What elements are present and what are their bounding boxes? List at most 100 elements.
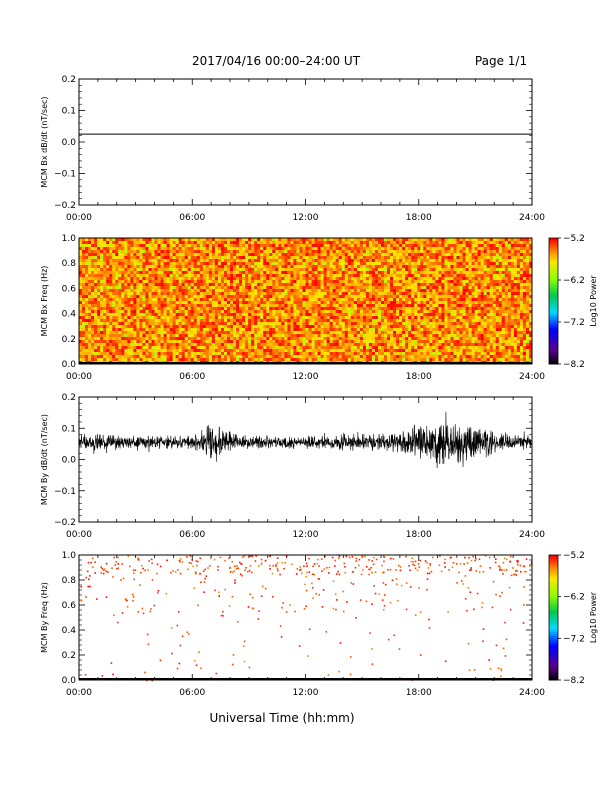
heatmap-cell: [269, 244, 273, 248]
heatmap-cell: [450, 250, 454, 254]
heatmap-cell: [356, 304, 361, 308]
figure-title: 2017/04/16 00:00–24:00 UT: [192, 54, 361, 68]
heatmap-cell: [248, 307, 252, 311]
heatmap-cell: [368, 301, 373, 305]
heatmap-cell: [127, 325, 131, 329]
heatmap-cell: [356, 283, 361, 287]
heatmap-cell: [223, 301, 228, 305]
heatmap-cell: [214, 274, 219, 278]
heatmap-cell: [495, 241, 500, 245]
heatmap-cell: [82, 319, 86, 323]
heatmap-cell: [501, 322, 506, 326]
heatmap-cell: [362, 250, 367, 254]
heatmap-cell: [450, 301, 454, 305]
heatmap-cell: [100, 304, 104, 308]
heatmap-cell: [402, 256, 406, 260]
heatmap-cell: [154, 331, 158, 335]
heatmap-cell: [465, 247, 469, 251]
heatmap-cell: [405, 322, 409, 326]
heatmap-cell: [362, 328, 367, 332]
heatmap-cell: [341, 304, 346, 308]
heatmap-cell: [205, 268, 210, 272]
heatmap-cell: [483, 256, 487, 260]
heatmap-cell: [492, 250, 497, 254]
heatmap-cell: [396, 283, 400, 287]
heatmap-cell: [148, 313, 152, 317]
heatmap-cell: [516, 328, 521, 332]
heatmap-cell: [214, 289, 219, 293]
heatmap-cell: [251, 292, 255, 296]
heatmap-cell: [293, 259, 297, 263]
heatmap-cell: [471, 292, 475, 296]
heatmap-cell: [178, 262, 182, 266]
heatmap-cell: [260, 265, 264, 269]
heatmap-cell: [130, 292, 134, 296]
heatmap-cell: [522, 274, 527, 278]
heatmap-cell: [130, 331, 134, 335]
heatmap-cell: [115, 310, 119, 314]
heatmap-cell: [220, 259, 225, 263]
heatmap-cell: [396, 247, 400, 251]
heatmap-cell: [245, 319, 249, 323]
heatmap-cell: [450, 244, 454, 248]
heatmap-cell: [350, 316, 355, 320]
heatmap-cell: [483, 295, 487, 299]
heatmap-cell: [160, 301, 164, 305]
heatmap-cell: [411, 289, 415, 293]
heatmap-cell: [242, 301, 246, 305]
heatmap-cell: [326, 271, 330, 275]
heatmap-cell: [287, 289, 291, 293]
heatmap-cell: [432, 280, 436, 284]
heatmap-cell: [387, 316, 391, 320]
heatmap-cell: [217, 250, 222, 254]
heatmap-cell: [344, 328, 349, 332]
heatmap-cell: [260, 259, 264, 263]
heatmap-cell: [118, 292, 122, 296]
heatmap-cell: [510, 307, 515, 311]
heatmap-cell: [208, 244, 213, 248]
heatmap-cell: [323, 310, 327, 314]
heatmap-cell: [281, 325, 285, 329]
heatmap-cell: [275, 253, 279, 257]
heatmap-cell: [447, 298, 451, 302]
heatmap-cell: [408, 271, 412, 275]
heatmap-cell: [269, 286, 273, 290]
heatmap-cell: [426, 289, 430, 293]
heatmap-cell: [184, 292, 189, 296]
heatmap-cell: [133, 313, 137, 317]
heatmap-cell: [489, 298, 494, 302]
heatmap-cell: [184, 271, 189, 275]
heatmap-cell: [492, 301, 497, 305]
heatmap-cell: [260, 244, 264, 248]
heatmap-cell: [417, 307, 421, 311]
heatmap-cell: [477, 310, 481, 314]
heatmap-cell: [85, 265, 89, 269]
heatmap-cell: [88, 253, 92, 257]
heatmap-cell: [332, 307, 336, 311]
heatmap-cell: [344, 262, 349, 266]
heatmap-cell: [498, 295, 503, 299]
heatmap-cell: [359, 289, 364, 293]
heatmap-cell: [405, 298, 409, 302]
heatmap-cell: [263, 310, 267, 314]
heatmap-cell: [266, 289, 270, 293]
heatmap-cell: [311, 316, 315, 320]
heatmap-cell: [154, 322, 158, 326]
heatmap-cell: [477, 244, 481, 248]
heatmap-cell: [504, 253, 509, 257]
heatmap-cell: [181, 298, 185, 302]
heatmap-cell: [495, 322, 500, 326]
heatmap-cell: [377, 283, 382, 287]
heatmap-cell: [296, 256, 300, 260]
heatmap-cell: [109, 247, 113, 251]
heatmap-cell: [465, 322, 469, 326]
heatmap-cell: [332, 244, 336, 248]
heatmap-cell: [359, 310, 364, 314]
heatmap-cell: [193, 241, 198, 245]
heatmap-cell: [269, 241, 273, 245]
heatmap-cell: [362, 277, 367, 281]
heatmap-cell: [211, 310, 216, 314]
heatmap-cell: [248, 313, 252, 317]
heatmap-cell: [344, 298, 349, 302]
heatmap-cell: [317, 316, 321, 320]
